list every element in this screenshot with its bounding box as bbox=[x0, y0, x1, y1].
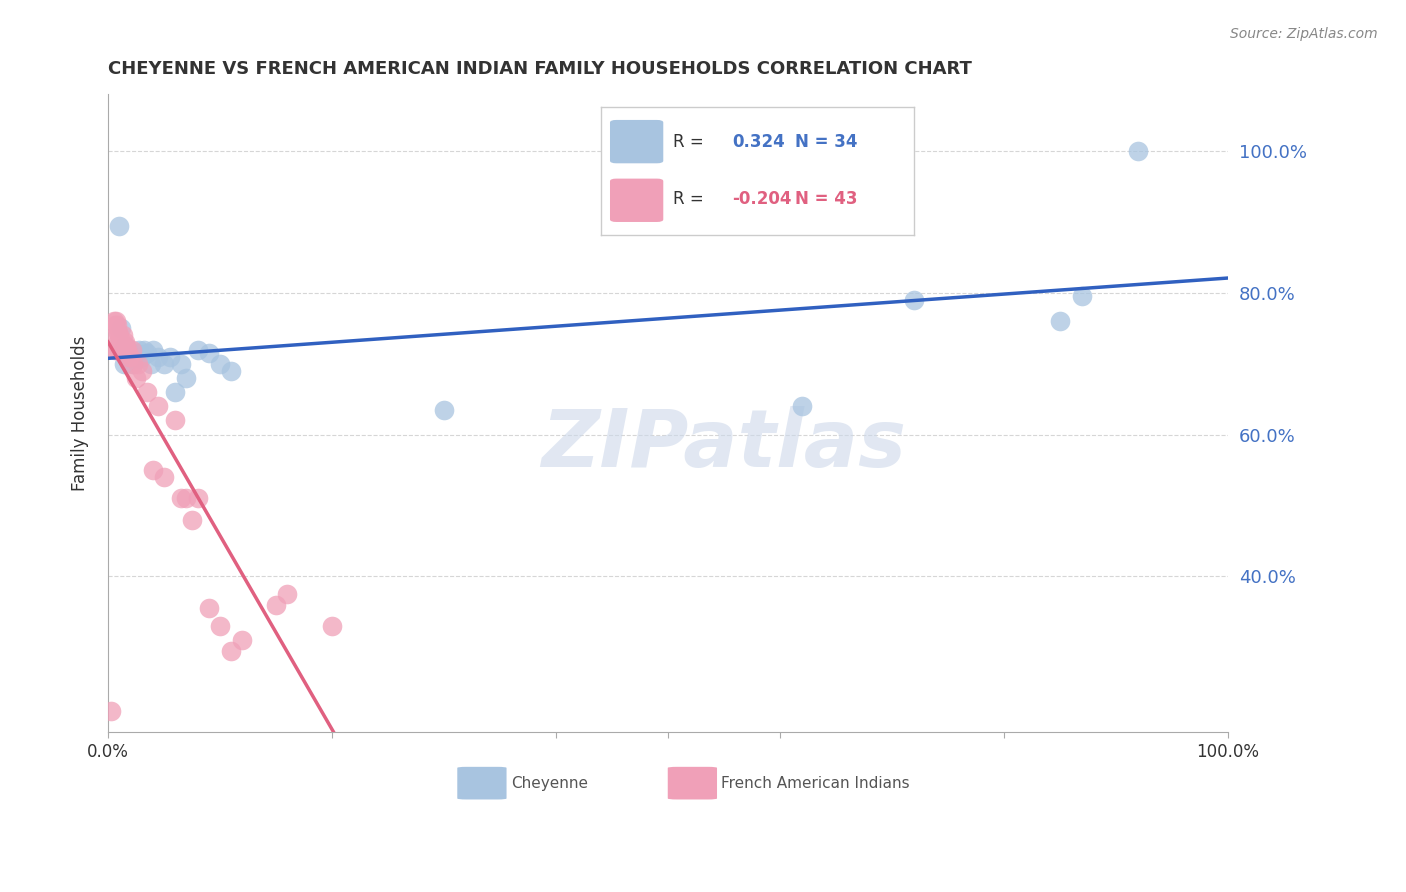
Point bbox=[132, 343, 155, 357]
Point bbox=[121, 357, 143, 371]
Point bbox=[170, 357, 193, 371]
Point bbox=[1049, 314, 1071, 328]
Point bbox=[139, 357, 162, 371]
Point bbox=[108, 343, 131, 357]
Point bbox=[103, 314, 125, 328]
Point bbox=[120, 350, 142, 364]
Point bbox=[219, 643, 242, 657]
Point bbox=[111, 328, 134, 343]
Point bbox=[142, 463, 165, 477]
Text: ZIPatlas: ZIPatlas bbox=[541, 406, 907, 484]
Point bbox=[165, 413, 187, 427]
Point bbox=[264, 598, 287, 612]
Point bbox=[115, 339, 138, 353]
Point bbox=[108, 219, 131, 233]
Point bbox=[115, 343, 138, 357]
Point bbox=[219, 364, 242, 378]
Point bbox=[118, 350, 141, 364]
Point bbox=[159, 350, 181, 364]
Point bbox=[114, 335, 136, 350]
Point bbox=[104, 328, 127, 343]
Point bbox=[170, 491, 193, 506]
Point bbox=[131, 350, 153, 364]
Point bbox=[131, 364, 153, 378]
Y-axis label: Family Households: Family Households bbox=[72, 335, 89, 491]
Point bbox=[1126, 144, 1149, 158]
Point bbox=[128, 343, 150, 357]
Point bbox=[107, 325, 129, 339]
Point bbox=[110, 335, 132, 350]
Point bbox=[1071, 289, 1094, 303]
Text: Source: ZipAtlas.com: Source: ZipAtlas.com bbox=[1230, 27, 1378, 41]
Point bbox=[321, 619, 343, 633]
Point bbox=[142, 343, 165, 357]
Point bbox=[136, 346, 159, 360]
Point bbox=[111, 343, 134, 357]
Point bbox=[197, 601, 219, 615]
Point bbox=[197, 346, 219, 360]
Point bbox=[115, 343, 138, 357]
Point bbox=[120, 350, 142, 364]
Point bbox=[790, 399, 813, 413]
Point bbox=[117, 343, 139, 357]
Point bbox=[187, 343, 209, 357]
Point bbox=[114, 339, 136, 353]
Point bbox=[112, 343, 135, 357]
Point bbox=[187, 491, 209, 506]
Point bbox=[110, 321, 132, 335]
Point bbox=[148, 350, 170, 364]
Point bbox=[117, 346, 139, 360]
Point bbox=[115, 350, 138, 364]
Point bbox=[100, 704, 122, 718]
Point bbox=[433, 402, 456, 417]
Point bbox=[208, 619, 231, 633]
Point bbox=[104, 343, 127, 357]
Text: CHEYENNE VS FRENCH AMERICAN INDIAN FAMILY HOUSEHOLDS CORRELATION CHART: CHEYENNE VS FRENCH AMERICAN INDIAN FAMIL… bbox=[108, 60, 972, 78]
Point bbox=[107, 335, 129, 350]
Point bbox=[136, 384, 159, 399]
Point bbox=[105, 343, 128, 357]
Point bbox=[108, 328, 131, 343]
Point bbox=[208, 357, 231, 371]
Point bbox=[127, 357, 149, 371]
Point bbox=[148, 399, 170, 413]
Point bbox=[125, 371, 148, 385]
Point bbox=[231, 633, 253, 648]
Point bbox=[117, 346, 139, 360]
Point bbox=[121, 357, 143, 371]
Point bbox=[153, 470, 176, 484]
Point bbox=[153, 357, 176, 371]
Point bbox=[104, 314, 127, 328]
Point bbox=[176, 371, 198, 385]
Point bbox=[105, 318, 128, 332]
Point bbox=[112, 357, 135, 371]
Point bbox=[110, 332, 132, 346]
Point bbox=[276, 587, 298, 601]
Point bbox=[121, 343, 143, 357]
Point bbox=[181, 512, 204, 526]
Point bbox=[104, 318, 127, 332]
Point bbox=[903, 293, 925, 307]
Point bbox=[176, 491, 198, 506]
Point bbox=[165, 384, 187, 399]
Point bbox=[125, 346, 148, 360]
